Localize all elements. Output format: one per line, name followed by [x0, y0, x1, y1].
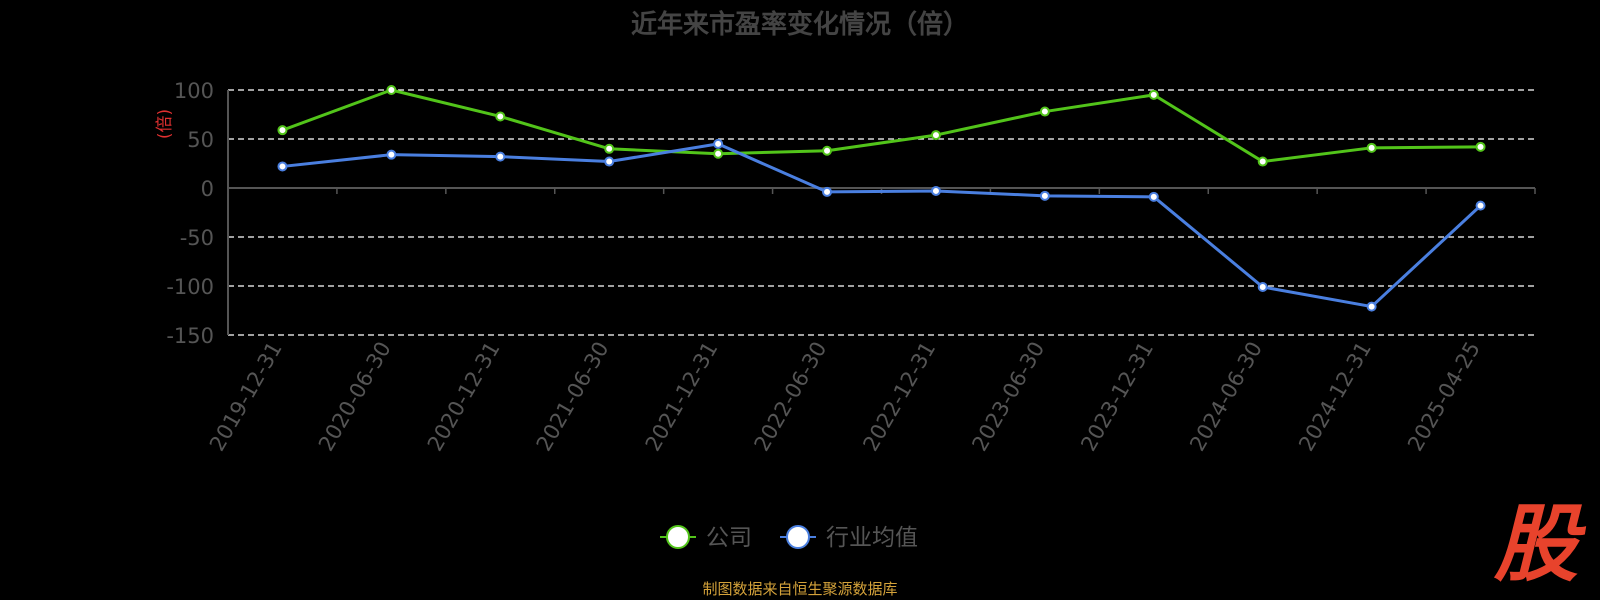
x-tick-label: 2020-12-31	[423, 337, 505, 455]
brand-logo: 股	[1493, 495, 1578, 593]
data-point	[386, 85, 397, 95]
data-point	[604, 156, 615, 167]
axis-layer: 100 50 0 -50 -100 -150 (倍) 2019-12-31 2020-06-30…	[155, 79, 1536, 456]
y-tick-label: -100	[166, 275, 214, 299]
data-point	[822, 186, 833, 197]
data-point	[1475, 200, 1486, 211]
data-point	[1039, 106, 1050, 117]
chart-title: 近年来市盈率变化情况（倍）	[630, 10, 969, 40]
data-point	[1366, 301, 1377, 312]
y-tick-label: -50	[180, 226, 214, 250]
data-point	[386, 149, 397, 160]
data-point	[930, 130, 941, 141]
x-tick-label: 2024-06-30	[1185, 338, 1267, 456]
series-line-0	[281, 88, 1481, 164]
x-tick-label: 2023-12-31	[1076, 338, 1158, 456]
grid-layer	[228, 89, 1535, 336]
source-note: 制图数据来自恒生聚源数据库	[702, 580, 898, 598]
x-tick-label: 2021-12-31	[641, 338, 723, 456]
data-point	[495, 151, 506, 162]
legend-marker	[666, 525, 690, 549]
legend-marker	[786, 525, 810, 549]
data-point	[1257, 156, 1268, 167]
data-point	[604, 143, 615, 154]
series-line-1	[282, 142, 1482, 309]
x-tick-label: 2022-12-31	[858, 337, 940, 455]
y-tick-label: 50	[187, 128, 214, 152]
data-point	[1475, 141, 1486, 152]
y-axis-label: (倍)	[155, 109, 175, 139]
x-tick-label: 2025-04-25	[1403, 338, 1485, 456]
data-point	[1366, 142, 1377, 153]
series-layer	[277, 85, 1486, 312]
y-tick-label: 0	[201, 177, 214, 201]
data-point	[1148, 89, 1159, 100]
data-point	[930, 185, 941, 196]
y-tick-label: -150	[166, 324, 214, 348]
data-point	[277, 161, 288, 172]
legend: 公司 行业均值	[660, 525, 918, 551]
data-point	[713, 148, 724, 159]
legend-label: 公司	[706, 525, 752, 551]
legend-label: 行业均值	[826, 525, 918, 551]
data-point	[1257, 281, 1268, 292]
x-tick-label: 2023-06-30	[967, 338, 1049, 456]
x-tick-label: 2022-06-30	[750, 338, 832, 456]
x-tick-label: 2021-06-30	[532, 338, 614, 456]
x-tick-label: 2024-12-31	[1294, 338, 1376, 456]
data-point	[277, 125, 288, 136]
y-tick-label: 100	[174, 79, 214, 103]
data-point	[495, 111, 506, 122]
x-tick-label: 2020-06-30	[314, 338, 396, 456]
data-point	[1039, 190, 1050, 201]
x-tick-label: 2019-12-31	[205, 338, 287, 456]
data-point	[822, 145, 833, 156]
data-point	[713, 138, 724, 149]
data-point	[1148, 191, 1159, 202]
